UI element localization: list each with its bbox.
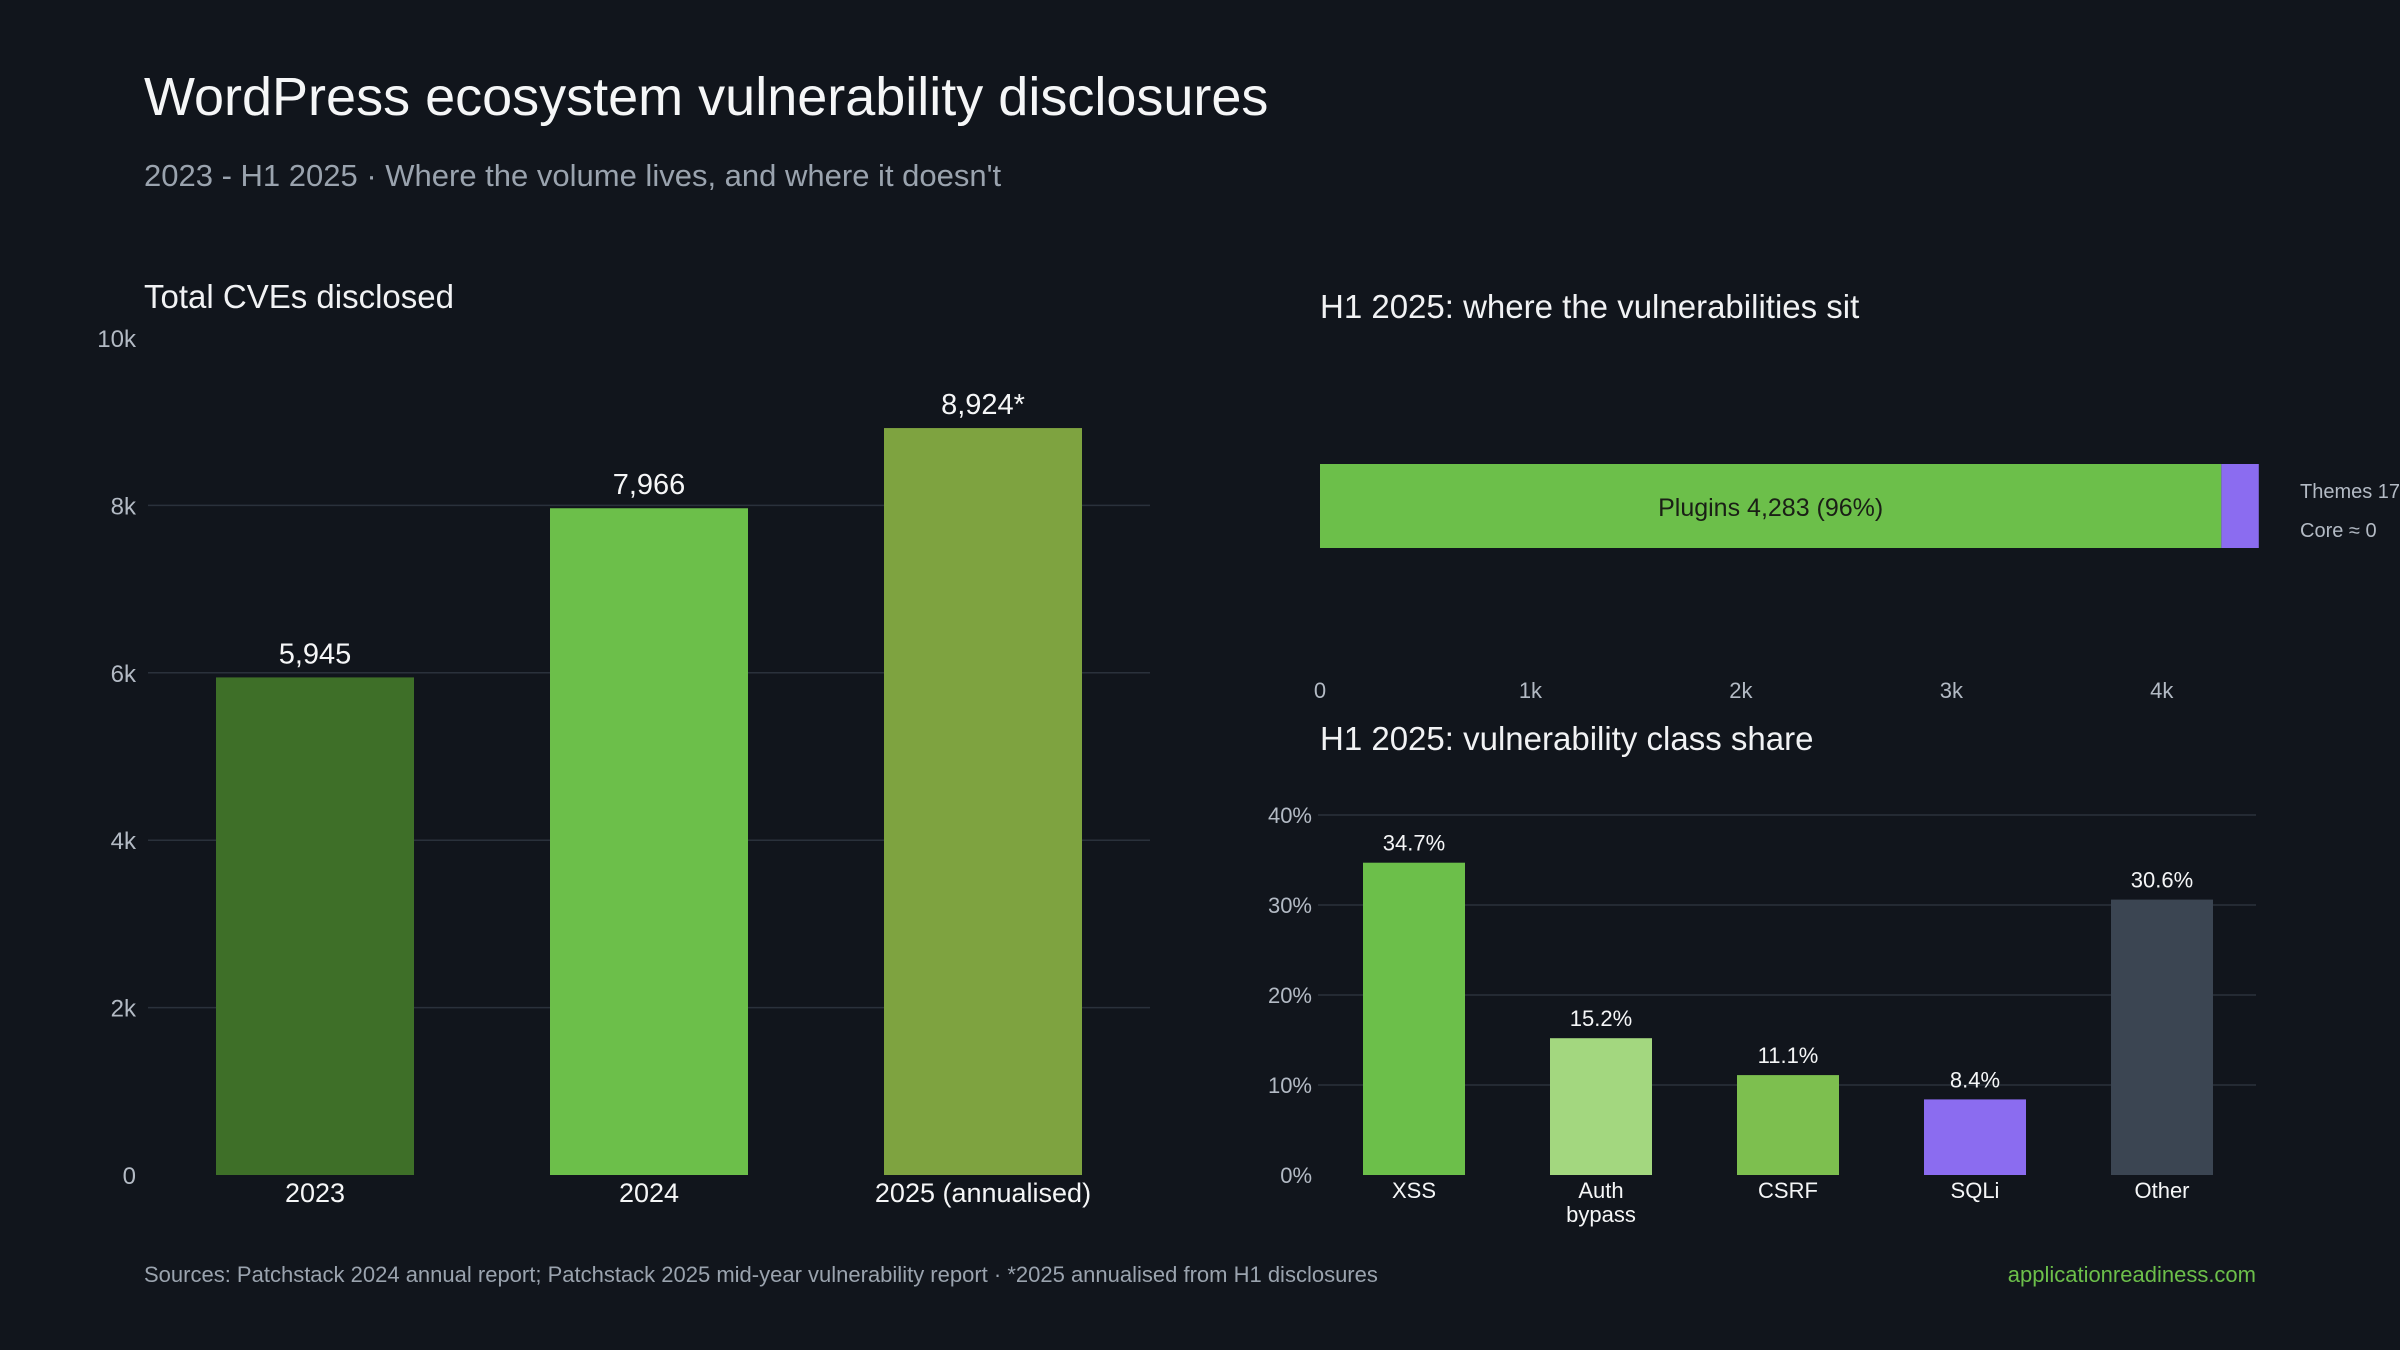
bar-2023 (216, 677, 414, 1175)
y-tick-label: 40% (1268, 803, 1312, 828)
total-cves-title: Total CVEs disclosed (144, 278, 454, 315)
y-tick-label: 30% (1268, 893, 1312, 918)
x-tick-label: 2025 (annualised) (875, 1178, 1091, 1208)
x-tick-label: Other (2134, 1178, 2189, 1203)
data-label: 8.4% (1950, 1067, 2000, 1092)
bar-auth (1550, 1038, 1652, 1175)
class-share-title: H1 2025: vulnerability class share (1320, 720, 1814, 757)
bar-other (2111, 899, 2213, 1175)
bar-2024 (550, 508, 748, 1175)
y-tick-label: 8k (111, 493, 137, 520)
x-tick-label: 4k (2150, 678, 2174, 703)
y-tick-label: 0 (123, 1163, 136, 1190)
location-chart-title: H1 2025: where the vulnerabilities sit (1320, 288, 1860, 325)
y-tick-label: 4k (111, 828, 137, 855)
y-tick-label: 0% (1280, 1163, 1312, 1188)
data-label: 8,924* (941, 389, 1025, 421)
page-title: WordPress ecosystem vulnerability disclo… (144, 67, 1269, 127)
y-tick-label: 10% (1268, 1073, 1312, 1098)
y-tick-label: 20% (1268, 983, 1312, 1008)
segment-label: Plugins 4,283 (96%) (1658, 494, 1883, 522)
segment-label: Core ≈ 0 (2300, 520, 2377, 542)
data-label: 5,945 (279, 638, 352, 670)
y-tick-label: 10k (97, 326, 137, 353)
data-label: 30.6% (2131, 868, 2193, 893)
y-tick-label: 2k (111, 996, 137, 1023)
page-subtitle: 2023 - H1 2025 · Where the volume lives,… (144, 158, 1002, 193)
data-label: 34.7% (1383, 831, 1445, 856)
x-tick-label: 2k (1729, 678, 1753, 703)
brand-link[interactable]: applicationreadiness.com (2007, 1262, 2256, 1287)
segment-themes (2221, 464, 2259, 548)
x-tick-label: bypass (1566, 1202, 1636, 1227)
segment-plugins (1320, 464, 2222, 548)
total-cves-chart: 0 2k 4k 6k 8k 10k 5,945 2023 7,966 2024 8,924* 2025… (97, 326, 1150, 1208)
bar-sqli (1924, 1099, 2026, 1175)
bar-xss (1363, 862, 1465, 1175)
x-tick-label: 2024 (619, 1178, 679, 1208)
data-label: 7,966 (613, 469, 686, 501)
x-tick-label: XSS (1392, 1178, 1436, 1203)
x-tick-label: 2023 (285, 1178, 345, 1208)
x-tick-label: Auth (1578, 1178, 1623, 1203)
data-label: 11.1% (1758, 1043, 1819, 1068)
x-tick-label: 3k (1940, 678, 1964, 703)
segment-label: Themes 178 (4%) (2300, 481, 2400, 503)
bar-csrf (1737, 1075, 1839, 1175)
x-tick-label: 1k (1519, 678, 1543, 703)
x-tick-label: CSRF (1758, 1178, 1818, 1203)
x-tick-label: SQLi (1951, 1178, 2000, 1203)
x-tick-label: 0 (1314, 678, 1326, 703)
sources-note: Sources: Patchstack 2024 annual report; … (144, 1262, 1378, 1287)
y-tick-label: 6k (111, 661, 137, 688)
location-chart: Plugins 4,283 (96%) Themes 178 (4%) Core ≈… (1314, 464, 2400, 703)
bar-2025 (884, 428, 1082, 1176)
data-label: 15.2% (1570, 1006, 1632, 1031)
